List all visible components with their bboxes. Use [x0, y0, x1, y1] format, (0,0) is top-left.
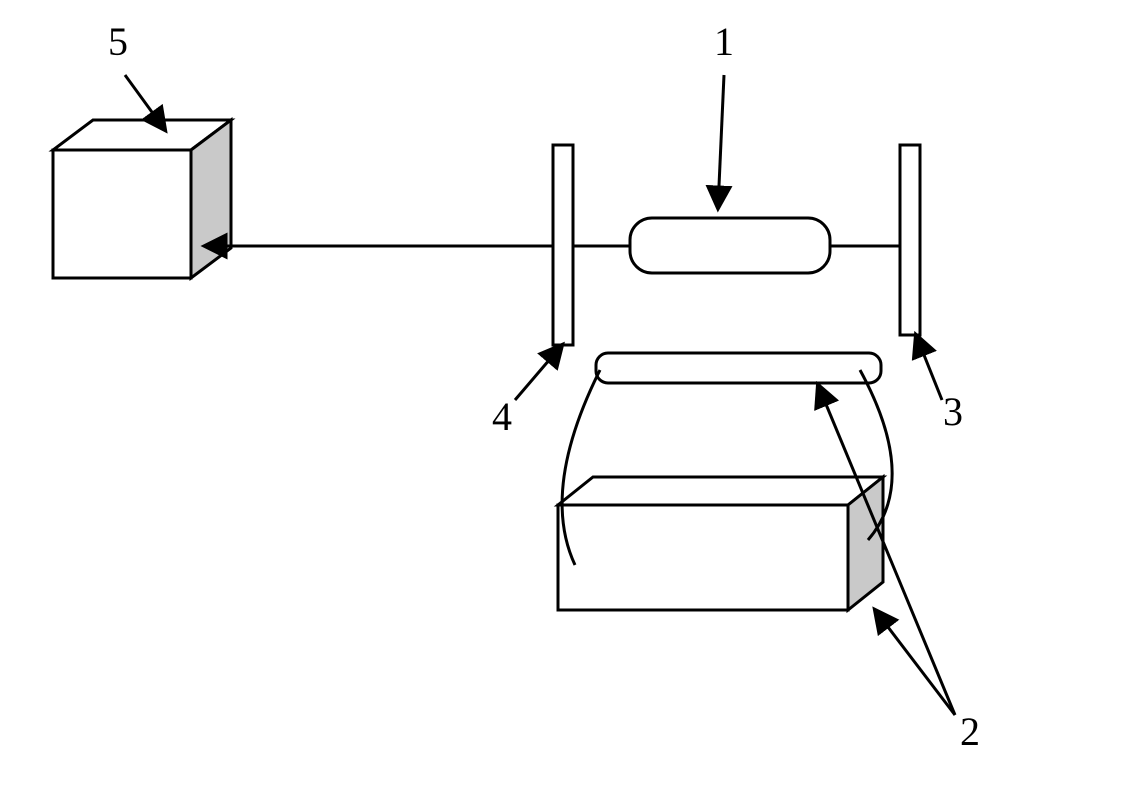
callout-label-4: 4 [492, 394, 512, 439]
gain-medium [630, 218, 830, 273]
output-box [53, 120, 231, 278]
pump-lamp [596, 353, 881, 383]
pump-power-supply [558, 477, 883, 610]
callout-label-1: 1 [714, 19, 734, 64]
rear-mirror [900, 145, 920, 335]
callout-label-5: 5 [108, 19, 128, 64]
schematic-diagram: 1 3 4 5 2 [0, 0, 1128, 803]
output-coupler-mirror [553, 145, 573, 345]
callout-label-2: 2 [960, 709, 980, 754]
callout-label-3: 3 [943, 389, 963, 434]
